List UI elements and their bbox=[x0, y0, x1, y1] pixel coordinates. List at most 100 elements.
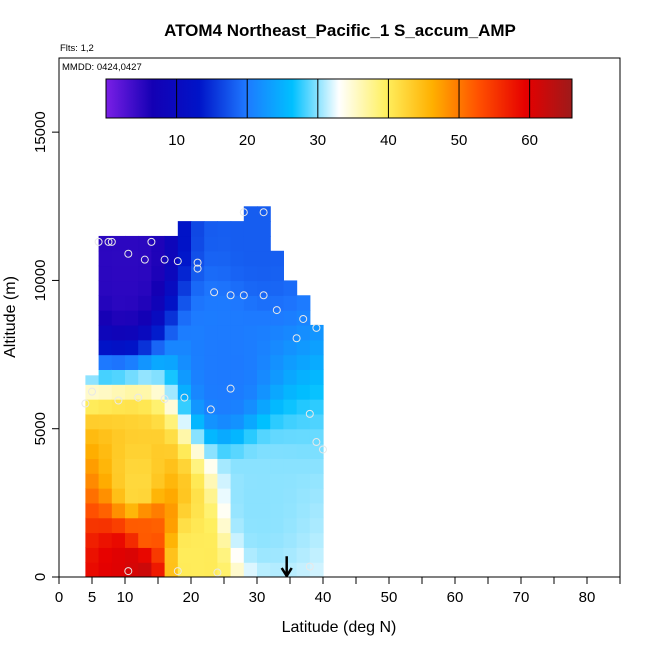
heatmap-cell bbox=[98, 502, 113, 519]
sample-point bbox=[173, 257, 182, 266]
heatmap-cell bbox=[257, 458, 271, 474]
heatmap-cell bbox=[270, 443, 284, 459]
sample-point bbox=[226, 291, 235, 300]
heatmap-cell bbox=[296, 488, 311, 504]
heatmap-cell bbox=[204, 443, 218, 459]
heatmap-cell bbox=[257, 562, 271, 577]
heatmap-cell bbox=[85, 413, 100, 430]
heatmap-cell bbox=[283, 310, 298, 326]
heatmap-cell bbox=[138, 458, 152, 474]
y-tick-label: 15000 bbox=[32, 111, 49, 153]
plot-area bbox=[81, 206, 327, 577]
heatmap-cell bbox=[177, 354, 192, 370]
heatmap-cell bbox=[151, 458, 166, 474]
colorbar-tick-label: 40 bbox=[380, 132, 397, 149]
heatmap-cell bbox=[164, 502, 179, 519]
heatmap-cell bbox=[296, 399, 311, 415]
heatmap-cell bbox=[270, 324, 284, 341]
heatmap-cell bbox=[98, 488, 113, 504]
heatmap-cell bbox=[164, 488, 179, 504]
colorbar-gradient bbox=[105, 78, 573, 119]
sample-point bbox=[160, 395, 169, 404]
heatmap-cell bbox=[191, 384, 205, 400]
chart-title: ATOM4 Northeast_Pacific_1 S_accum_AMP bbox=[164, 21, 516, 40]
heatmap-cell bbox=[85, 562, 100, 577]
heatmap-cell bbox=[217, 310, 232, 326]
heatmap-cell bbox=[309, 458, 324, 474]
heatmap-cell bbox=[217, 532, 232, 548]
heatmap-cell bbox=[98, 280, 113, 296]
y-tick-label: 5000 bbox=[32, 412, 49, 445]
x-tick-label: 30 bbox=[249, 589, 266, 606]
heatmap-cell bbox=[191, 428, 205, 445]
heatmap-cell bbox=[164, 562, 179, 577]
heatmap-cell bbox=[177, 428, 192, 445]
sample-point bbox=[124, 567, 133, 576]
heatmap-cell bbox=[191, 547, 205, 563]
heatmap-cell bbox=[151, 547, 166, 563]
heatmap-cell bbox=[111, 488, 126, 504]
heatmap-cell bbox=[138, 547, 152, 563]
heatmap-cell bbox=[309, 413, 324, 430]
heatmap-cell bbox=[257, 384, 271, 400]
heatmap-cell bbox=[217, 339, 232, 356]
heatmap-cell bbox=[177, 324, 192, 341]
heatmap-cell bbox=[85, 473, 100, 489]
heatmap-cell bbox=[283, 532, 298, 548]
heatmap-cell bbox=[164, 369, 179, 385]
heatmap-cell bbox=[177, 443, 192, 459]
heatmap-cell bbox=[230, 339, 245, 356]
heatmap-cell bbox=[98, 473, 113, 489]
heatmap-cell bbox=[257, 547, 271, 563]
heatmap-cell bbox=[230, 369, 245, 385]
heatmap-cell bbox=[257, 443, 271, 459]
heatmap-cell bbox=[257, 413, 271, 430]
heatmap-cell bbox=[270, 547, 284, 563]
x-tick-label: 5 bbox=[88, 589, 96, 606]
heatmap-cell bbox=[309, 473, 324, 489]
heatmap-cell bbox=[217, 488, 232, 504]
y-tick-label: 0 bbox=[32, 573, 49, 581]
heatmap-cell bbox=[98, 413, 113, 430]
heatmap-cell bbox=[257, 235, 271, 252]
heatmap-cell bbox=[204, 428, 218, 445]
heatmap-cell bbox=[270, 458, 284, 474]
sample-point bbox=[312, 438, 321, 447]
heatmap-cell bbox=[125, 384, 139, 400]
heatmap-cell bbox=[98, 384, 113, 400]
heatmap-cell bbox=[283, 295, 298, 311]
heatmap-cell bbox=[125, 473, 139, 489]
heatmap-cell bbox=[204, 310, 218, 326]
heatmap-cell bbox=[177, 488, 192, 504]
heatmap-cell bbox=[191, 488, 205, 504]
heatmap-cell bbox=[151, 324, 166, 341]
heatmap-cell bbox=[151, 443, 166, 459]
heatmap-cell bbox=[125, 295, 139, 311]
heatmap-cell bbox=[243, 280, 258, 296]
heatmap-cell bbox=[296, 354, 311, 370]
heatmap-cell bbox=[125, 369, 139, 385]
heatmap-cell bbox=[296, 517, 311, 534]
heatmap-cell bbox=[138, 473, 152, 489]
heatmap-cell bbox=[111, 324, 126, 341]
heatmap-cell bbox=[270, 384, 284, 400]
heatmap-cell bbox=[283, 324, 298, 341]
heatmap-cell bbox=[111, 428, 126, 445]
heatmap-cell bbox=[257, 310, 271, 326]
heatmap-cell bbox=[296, 339, 311, 356]
sample-point bbox=[81, 399, 90, 408]
heatmap-cell bbox=[243, 443, 258, 459]
marker-arrow-head bbox=[280, 567, 293, 577]
heatmap-cell bbox=[204, 235, 218, 252]
heatmap-cell bbox=[98, 547, 113, 563]
heatmap-cell bbox=[204, 384, 218, 400]
heatmap-cell bbox=[217, 547, 232, 563]
heatmap-cell bbox=[296, 428, 311, 445]
heatmap-cell bbox=[257, 280, 271, 296]
sample-point bbox=[107, 237, 116, 246]
heatmap-cell bbox=[98, 369, 113, 385]
heatmap-cell bbox=[230, 235, 245, 252]
heatmap-cell bbox=[296, 443, 311, 459]
heatmap-cell bbox=[270, 502, 284, 519]
heatmap-cell bbox=[296, 502, 311, 519]
